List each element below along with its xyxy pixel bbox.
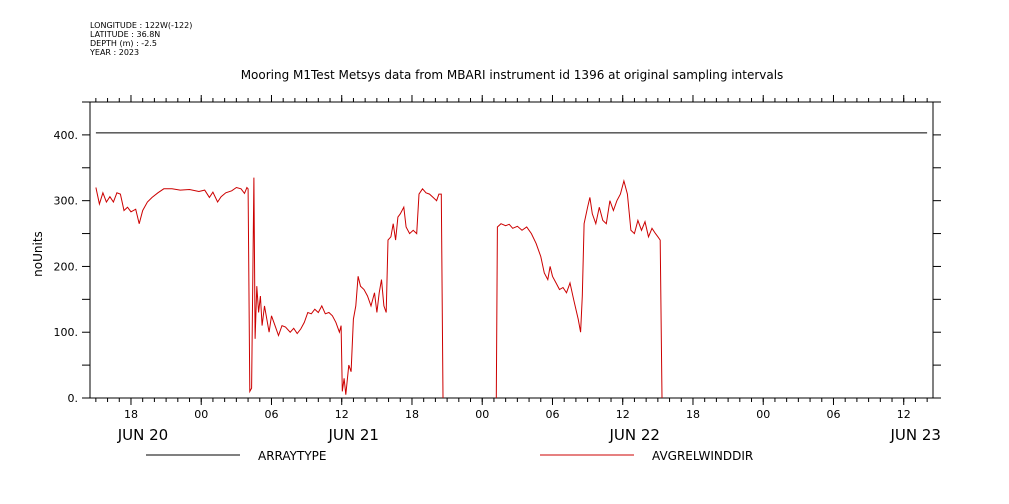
- y-tick-label: 400.: [54, 129, 79, 142]
- y-tick-label: 300.: [54, 195, 79, 208]
- x-date-label: JUN 21: [327, 426, 378, 444]
- x-tick-label: 12: [897, 408, 911, 421]
- x-tick-label: 12: [616, 408, 630, 421]
- x-date-label: JUN 20: [117, 426, 168, 444]
- series-line-avgrelwinddir-2: [495, 178, 663, 399]
- x-tick-label: 18: [686, 408, 700, 421]
- x-tick-label: 06: [545, 408, 559, 421]
- x-tick-label: 18: [124, 408, 138, 421]
- y-tick-label: 200.: [54, 260, 79, 273]
- plot-frame: [89, 101, 934, 399]
- legend-label: AVGRELWINDDIR: [652, 449, 753, 463]
- x-tick-label: 06: [264, 408, 278, 421]
- latitude-text: LATITUDE : 36.8N: [90, 30, 161, 39]
- axes: 18 00 06 12 18 00 06 12 18 00 06 12 JUN 20 JUN 21 JUN …: [54, 95, 941, 444]
- x-tick-label: 00: [756, 408, 770, 421]
- x-date-label: JUN 22: [608, 426, 659, 444]
- x-tick-label: 00: [194, 408, 208, 421]
- y-tick-label: 100.: [54, 326, 79, 339]
- x-tick-label: 06: [826, 408, 840, 421]
- legend-label: ARRAYTYPE: [258, 449, 326, 463]
- series-line-avgrelwinddir-1: [95, 177, 444, 399]
- x-tick-label: 18: [405, 408, 419, 421]
- chart-title: Mooring M1Test Metsys data from MBARI in…: [241, 68, 784, 82]
- y-axis-label: noUnits: [31, 231, 45, 277]
- x-tick-label: 00: [475, 408, 489, 421]
- mooring-metadata: LONGITUDE : 122W(-122) LATITUDE : 36.8N …: [90, 21, 192, 57]
- depth-text: DEPTH (m) : -2.5: [90, 39, 157, 48]
- x-date-label: JUN 23: [889, 426, 940, 444]
- longitude-text: LONGITUDE : 122W(-122): [90, 21, 193, 30]
- series-layer: [95, 132, 928, 399]
- y-tick-label: 0.: [68, 392, 79, 405]
- year-text: YEAR : 2023: [90, 48, 140, 57]
- x-tick-label: 12: [335, 408, 349, 421]
- legend: ARRAYTYPE AVGRELWINDDIR: [146, 449, 753, 463]
